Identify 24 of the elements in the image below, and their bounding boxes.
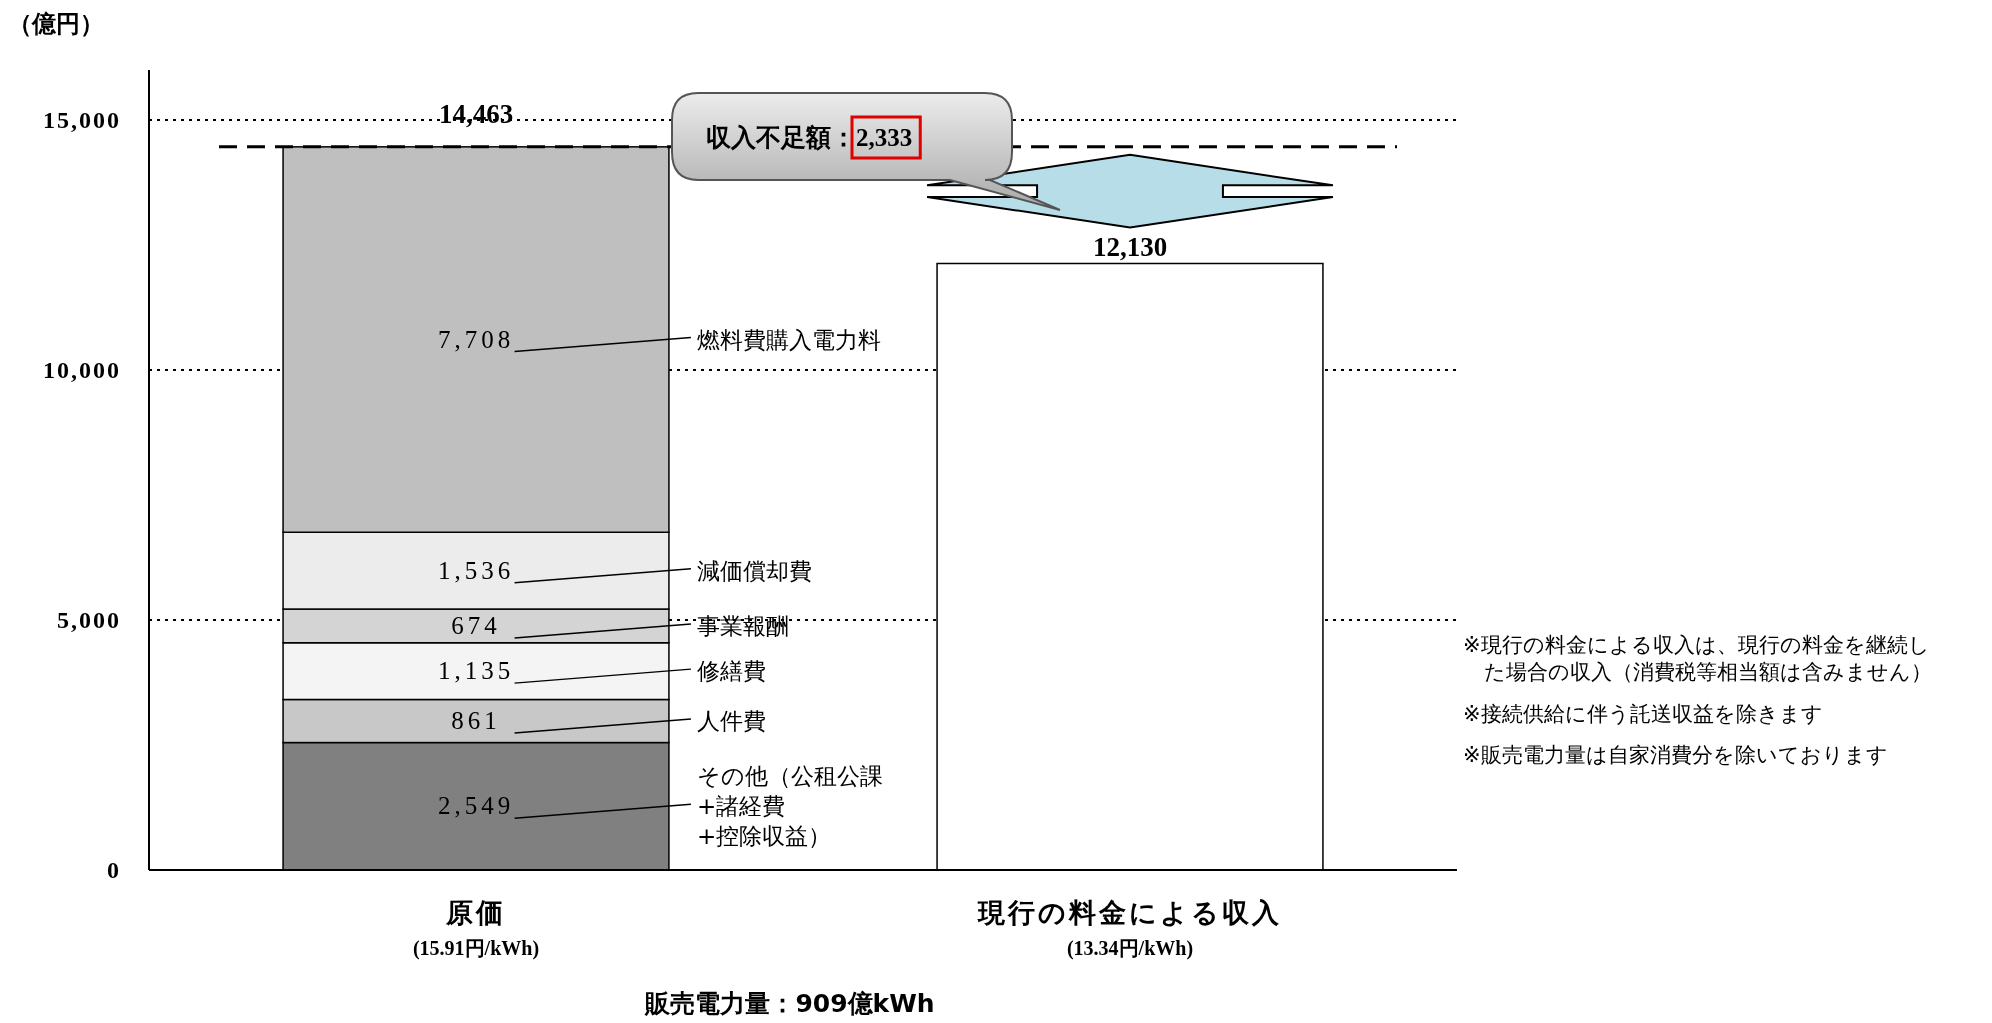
data-label: 1,135 xyxy=(437,657,515,685)
x-tick-label: 原価 (15.91円/kWh) xyxy=(412,897,540,960)
y-tick-label: 10,000 xyxy=(43,357,121,383)
text: 販売電力量：909億kWh xyxy=(644,989,935,1018)
y-tick-label: 5,000 xyxy=(57,607,121,633)
data-label: 674 xyxy=(451,611,501,639)
series-label: その他（公租公課+諸経費+控除収益） xyxy=(696,762,884,852)
data-label: 861 xyxy=(451,707,501,735)
annotation: 収入不足額：2,333 xyxy=(706,123,913,152)
y-tick-label: 15,000 xyxy=(43,107,121,133)
series-label: 減価償却費 xyxy=(696,556,812,586)
series-label: 人件費 xyxy=(696,707,766,736)
text: ※販売電力量は自家消費分を除いております xyxy=(1463,741,1889,769)
series-label: 燃料費購入電力料 xyxy=(696,325,881,355)
text: ※現行の料金による収入は、現行の料金を継続した場合の収入（消費税等相当額は含みません） xyxy=(1463,632,1933,687)
data-label: 1,536 xyxy=(437,556,515,584)
x-tick-label: 現行の料金による収入 (13.34円/kWh) xyxy=(977,897,1282,960)
text: ※接続供給に伴う託送収益を除きます xyxy=(1463,700,1824,728)
y-tick-label: 0 xyxy=(107,857,121,883)
y-axis-title: （億円） xyxy=(8,10,104,38)
series-label: 修繕費 xyxy=(696,657,766,687)
data-label: 2,549 xyxy=(437,792,515,820)
data-label: 7,708 xyxy=(437,325,515,353)
total-label: 12,130 xyxy=(1092,231,1168,262)
